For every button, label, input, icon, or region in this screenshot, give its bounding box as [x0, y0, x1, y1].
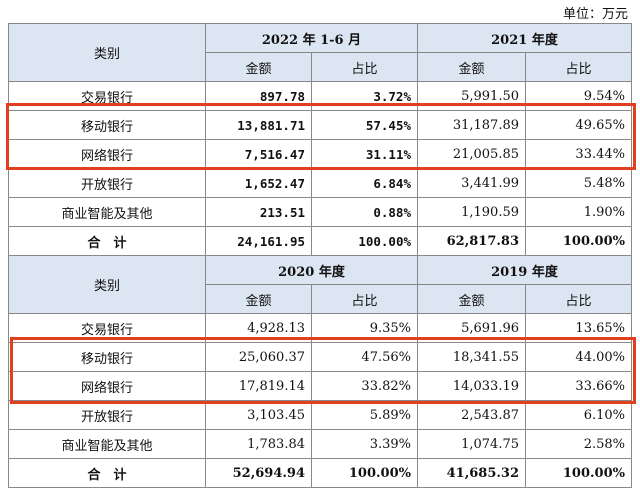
category-cell: 交易银行 [8, 81, 206, 111]
table-row: 网络银行 17,819.14 33.82% 14,033.19 33.66% [8, 371, 632, 401]
amount-cell: 14,033.19 [417, 371, 526, 401]
period-header: 2022 年 1-6 月 [205, 23, 418, 53]
total-row: 合 计 52,694.94 100.00% 41,685.32 100.00% [8, 458, 632, 488]
category-cell: 网络银行 [8, 371, 206, 401]
amount-header: 金额 [417, 52, 526, 82]
category-cell: 商业智能及其他 [8, 429, 206, 459]
amount-header: 金额 [205, 284, 312, 314]
ratio-cell: 9.35% [311, 313, 418, 343]
table-row: 网络银行 7,516.47 31.11% 21,005.85 33.44% [8, 139, 632, 169]
category-cell: 移动银行 [8, 342, 206, 372]
ratio-cell: 100.00% [525, 458, 632, 488]
amount-cell: 213.51 [205, 197, 312, 227]
amount-cell: 24,161.95 [205, 226, 312, 256]
ratio-cell: 9.54% [525, 81, 632, 111]
amount-cell: 62,817.83 [417, 226, 526, 256]
ratio-cell: 5.48% [525, 168, 632, 198]
ratio-cell: 3.39% [311, 429, 418, 459]
ratio-header: 占比 [311, 52, 418, 82]
amount-header: 金额 [205, 52, 312, 82]
amount-cell: 41,685.32 [417, 458, 526, 488]
amount-cell: 5,691.96 [417, 313, 526, 343]
table-row: 开放银行 1,652.47 6.84% 3,441.99 5.48% [8, 168, 632, 198]
ratio-cell: 49.65% [525, 110, 632, 140]
category-header: 类别 [8, 23, 206, 82]
category-cell: 开放银行 [8, 400, 206, 430]
amount-cell: 5,991.50 [417, 81, 526, 111]
period-header: 2020 年度 [205, 255, 418, 285]
amount-header: 金额 [417, 284, 526, 314]
ratio-cell: 33.44% [525, 139, 632, 169]
amount-cell: 1,783.84 [205, 429, 312, 459]
amount-cell: 25,060.37 [205, 342, 312, 372]
amount-cell: 7,516.47 [205, 139, 312, 169]
total-label: 合 计 [8, 458, 206, 488]
ratio-cell: 13.65% [525, 313, 632, 343]
category-cell: 交易银行 [8, 313, 206, 343]
amount-cell: 3,441.99 [417, 168, 526, 198]
ratio-cell: 100.00% [525, 226, 632, 256]
total-label: 合 计 [8, 226, 206, 256]
amount-cell: 1,190.59 [417, 197, 526, 227]
amount-cell: 31,187.89 [417, 110, 526, 140]
amount-cell: 1,652.47 [205, 168, 312, 198]
table-row: 移动银行 13,881.71 57.45% 31,187.89 49.65% [8, 110, 632, 140]
amount-cell: 4,928.13 [205, 313, 312, 343]
amount-cell: 897.78 [205, 81, 312, 111]
section2-header-row: 类别 2020 年度 2019 年度 [8, 255, 632, 314]
ratio-header: 占比 [311, 284, 418, 314]
ratio-cell: 100.00% [311, 226, 418, 256]
amount-cell: 52,694.94 [205, 458, 312, 488]
ratio-header: 占比 [525, 284, 632, 314]
ratio-header: 占比 [525, 52, 632, 82]
ratio-cell: 33.66% [525, 371, 632, 401]
table-row: 移动银行 25,060.37 47.56% 18,341.55 44.00% [8, 342, 632, 372]
category-cell: 商业智能及其他 [8, 197, 206, 227]
ratio-cell: 33.82% [311, 371, 418, 401]
category-cell: 网络银行 [8, 139, 206, 169]
amount-cell: 2,543.87 [417, 400, 526, 430]
ratio-cell: 57.45% [311, 110, 418, 140]
revenue-table: 类别 2022 年 1-6 月 2021 年度 金额 占比 金额 占比 交易银行… [8, 23, 632, 488]
ratio-cell: 2.58% [525, 429, 632, 459]
total-row: 合 计 24,161.95 100.00% 62,817.83 100.00% [8, 226, 632, 256]
table-row: 商业智能及其他 1,783.84 3.39% 1,074.75 2.58% [8, 429, 632, 459]
section1-subheader-row: 金额 占比 金额 占比 [9, 52, 632, 82]
section2-subheader-row: 金额 占比 金额 占比 [9, 284, 632, 314]
table-row: 交易银行 897.78 3.72% 5,991.50 9.54% [8, 81, 632, 111]
section1-header-row: 类别 2022 年 1-6 月 2021 年度 [8, 23, 632, 82]
category-cell: 开放银行 [8, 168, 206, 198]
amount-cell: 17,819.14 [205, 371, 312, 401]
ratio-cell: 31.11% [311, 139, 418, 169]
ratio-cell: 44.00% [525, 342, 632, 372]
ratio-cell: 100.00% [311, 458, 418, 488]
period-header: 2021 年度 [417, 23, 632, 53]
table-row: 商业智能及其他 213.51 0.88% 1,190.59 1.90% [8, 197, 632, 227]
ratio-cell: 0.88% [311, 197, 418, 227]
period-header: 2019 年度 [417, 255, 632, 285]
amount-cell: 3,103.45 [205, 400, 312, 430]
category-cell: 移动银行 [8, 110, 206, 140]
amount-cell: 18,341.55 [417, 342, 526, 372]
amount-cell: 21,005.85 [417, 139, 526, 169]
category-header: 类别 [8, 255, 206, 314]
ratio-cell: 1.90% [525, 197, 632, 227]
table-row: 交易银行 4,928.13 9.35% 5,691.96 13.65% [8, 313, 632, 343]
table-row: 开放银行 3,103.45 5.89% 2,543.87 6.10% [8, 400, 632, 430]
amount-cell: 13,881.71 [205, 110, 312, 140]
ratio-cell: 3.72% [311, 81, 418, 111]
ratio-cell: 5.89% [311, 400, 418, 430]
ratio-cell: 6.84% [311, 168, 418, 198]
ratio-cell: 47.56% [311, 342, 418, 372]
amount-cell: 1,074.75 [417, 429, 526, 459]
ratio-cell: 6.10% [525, 400, 632, 430]
unit-label: 单位：万元 [562, 7, 628, 22]
